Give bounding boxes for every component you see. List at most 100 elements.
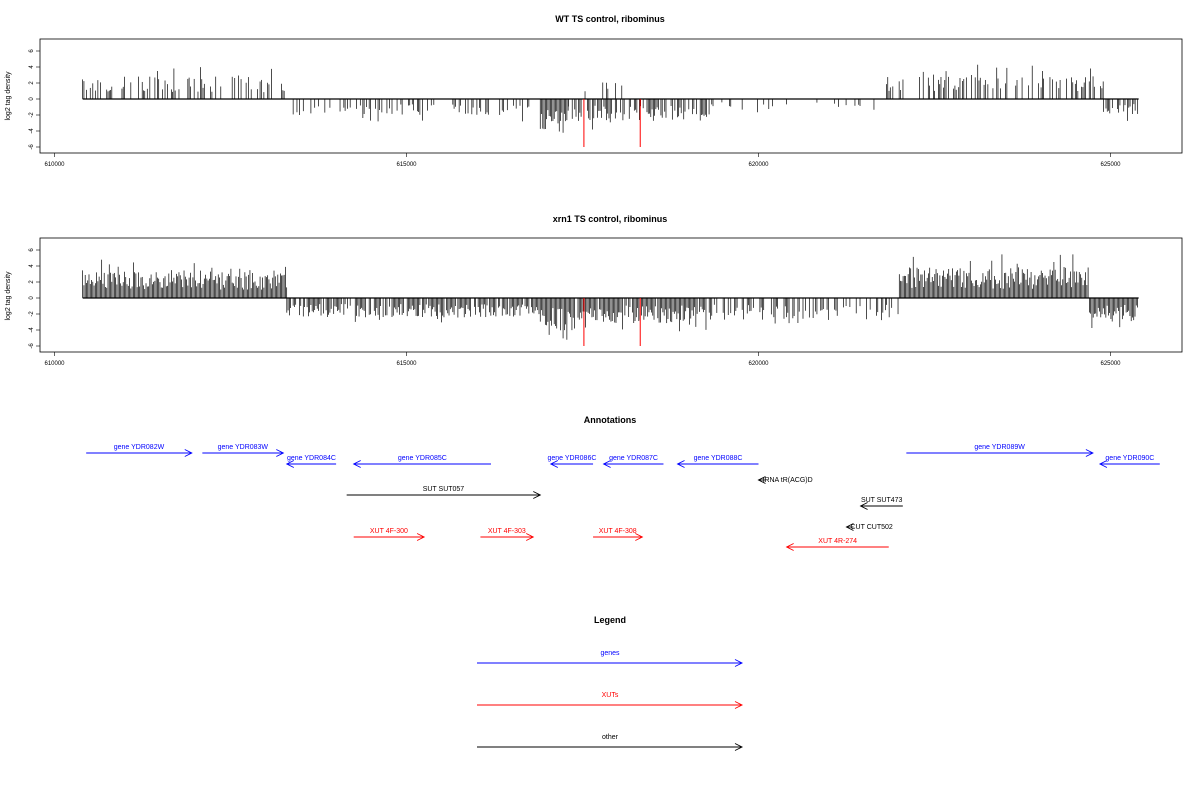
y-tick-label: 2 <box>29 81 35 85</box>
y-tick-label: -6 <box>29 343 35 349</box>
x-tick-label: 610000 <box>44 162 65 168</box>
arrow-head <box>352 460 361 468</box>
xrn1-plot-frame <box>39 237 1183 353</box>
x-tick-label: 615000 <box>396 162 417 168</box>
annotation-arrow <box>549 460 594 468</box>
annotation-arrow <box>202 449 285 457</box>
arrow-head <box>549 460 559 468</box>
wt-y-axis-label: log2 tag density <box>5 71 12 121</box>
annotation-arrow <box>285 460 337 468</box>
arrow-head <box>859 502 868 510</box>
y-tick-label: 6 <box>29 248 35 252</box>
annotation-label: XUT 4R-274 <box>818 538 857 545</box>
annotation-arrow <box>1098 460 1160 468</box>
annotation-arrow <box>353 533 426 541</box>
legend-arrow <box>477 659 744 667</box>
annotation-arrow <box>346 491 542 499</box>
annotation-label: gene YDR087C <box>609 455 658 462</box>
annotation-arrow <box>602 460 664 468</box>
arrow-head <box>285 460 295 468</box>
annotation-arrow <box>352 460 491 468</box>
annotations-title: Annotations <box>584 415 637 425</box>
annotation-label: SUT SUT473 <box>861 497 903 504</box>
arrow-head <box>1085 449 1094 457</box>
annotation-label: gene YDR088C <box>694 455 743 462</box>
annotation-arrow <box>480 533 535 541</box>
annotation-label: XUT 4F-303 <box>488 528 526 535</box>
annotation-arrow <box>785 543 889 551</box>
xrn1-bars <box>82 254 1139 346</box>
y-tick-label: 2 <box>29 280 35 284</box>
annotation-label: gene YDR090C <box>1105 455 1154 462</box>
annotation-label: SUT SUT057 <box>423 486 465 493</box>
y-tick-label: -6 <box>29 144 35 150</box>
wt-axes: -6 -4 -2 0 2 4 6 610000 615000 620000 625000 <box>29 49 1121 168</box>
annotation-items: gene YDR082W gene YDR083W gene YDR084C gene… <box>86 444 1160 551</box>
arrow-head <box>276 449 285 457</box>
arrow-head <box>734 701 744 709</box>
x-tick-label: 620000 <box>748 162 769 168</box>
arrow-head <box>757 476 766 484</box>
xrn1-axes: -6 -4 -2 0 2 4 6 610000 615000 620000 625000 <box>29 248 1121 367</box>
arrow-head <box>785 543 794 551</box>
arrow-head <box>734 659 744 667</box>
annotation-arrow <box>859 502 903 510</box>
y-tick-label: 4 <box>29 264 35 268</box>
x-tick-label: 620000 <box>748 361 769 367</box>
legend-label: XUTs <box>602 692 619 699</box>
legend-label: genes <box>600 650 620 657</box>
legend-arrow <box>477 701 744 709</box>
y-tick-label: 6 <box>29 49 35 53</box>
legend-items: genes XUTs other <box>477 650 744 751</box>
annotation-label: gene YDR084C <box>287 455 336 462</box>
arrow-head <box>676 460 685 468</box>
annotation-label: CUT CUT502 <box>851 524 893 531</box>
annotation-label: gene YDR082W <box>114 444 165 451</box>
legend-label: other <box>602 734 619 741</box>
arrow-head <box>526 533 535 541</box>
y-tick-label: 0 <box>29 296 35 300</box>
legend-arrow <box>477 743 744 751</box>
annotation-label: gene YDR086C <box>547 455 596 462</box>
annotation-label: tRNA tR(ACG)D <box>763 477 813 484</box>
annotation-label: gene YDR083W <box>218 444 269 451</box>
y-tick-label: -2 <box>29 311 35 317</box>
annotation-label: XUT 4F-308 <box>599 528 637 535</box>
legend-title: Legend <box>594 615 626 625</box>
x-tick-label: 610000 <box>44 361 65 367</box>
annotation-label: gene YDR089W <box>974 444 1025 451</box>
annotation-arrow <box>757 476 766 484</box>
annotation-arrow <box>593 533 644 541</box>
annotations-track: Annotations gene YDR082W gene YDR083Wgene… <box>86 415 1160 551</box>
xrn1-panel: xrn1 TS control, ribominus log2 tag dens… <box>5 214 1183 367</box>
arrow-head <box>602 460 611 468</box>
arrow-head <box>184 449 193 457</box>
arrow-head <box>1098 460 1108 468</box>
y-tick-label: -4 <box>29 327 35 333</box>
arrow-head <box>416 533 426 541</box>
arrow-head <box>635 533 644 541</box>
y-tick-label: 4 <box>29 65 35 69</box>
y-tick-label: -4 <box>29 128 35 134</box>
annotation-label: gene YDR085C <box>398 455 447 462</box>
x-tick-label: 625000 <box>1100 361 1121 367</box>
annotation-arrow <box>676 460 759 468</box>
wt-plot-frame <box>39 38 1183 154</box>
annotation-label: XUT 4F-300 <box>370 528 408 535</box>
arrow-head <box>533 491 542 499</box>
wt-panel-title: WT TS control, ribominus <box>555 14 665 24</box>
xrn1-y-axis-label: log2 tag density <box>5 271 12 321</box>
annotation-arrow <box>845 523 854 531</box>
x-tick-label: 625000 <box>1100 162 1121 168</box>
legend: Legend genes XUTs other <box>477 615 744 751</box>
xrn1-panel-title: xrn1 TS control, ribominus <box>553 214 668 224</box>
y-tick-label: -2 <box>29 112 35 118</box>
wt-panel: WT TS control, ribominus log2 tag densit… <box>5 14 1183 168</box>
annotation-arrow <box>86 449 193 457</box>
arrow-head <box>734 743 744 751</box>
wt-bars <box>82 64 1139 147</box>
y-tick-label: 0 <box>29 97 35 101</box>
annotation-arrow <box>906 449 1094 457</box>
x-tick-label: 615000 <box>396 361 417 367</box>
